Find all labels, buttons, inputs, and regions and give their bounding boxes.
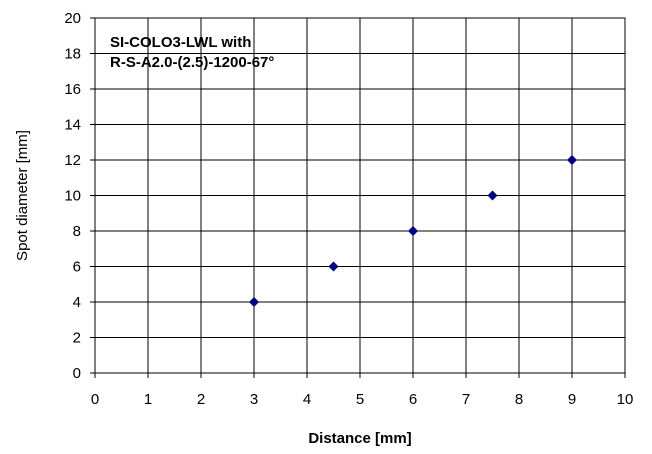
- y-tick-label: 20: [64, 10, 81, 27]
- y-tick-label: 14: [64, 117, 81, 134]
- x-tick-label: 3: [250, 391, 258, 408]
- data-points: [249, 155, 577, 307]
- y-tick-label: 6: [73, 259, 81, 276]
- y-tick-label: 2: [73, 330, 81, 347]
- x-tick-label: 0: [91, 391, 99, 408]
- data-point: [487, 190, 498, 201]
- x-tick-label: 4: [303, 391, 311, 408]
- x-tick-label: 10: [617, 391, 634, 408]
- y-tick-label: 8: [73, 223, 81, 240]
- data-point: [408, 226, 418, 236]
- data-point: [328, 261, 339, 272]
- x-tick-label: 1: [144, 391, 152, 408]
- y-axis-label: Spot diameter [mm]: [14, 130, 31, 261]
- x-tick-label: 5: [356, 391, 364, 408]
- x-tick-label: 2: [197, 391, 205, 408]
- y-tick-label: 18: [64, 46, 81, 63]
- annotation-line-1: SI-COLO3-LWL with: [110, 34, 251, 51]
- x-tick-label: 7: [462, 391, 470, 408]
- grid-lines: [94, 17, 626, 374]
- x-tick-label: 6: [409, 391, 417, 408]
- y-tick-label: 0: [73, 365, 81, 382]
- data-point: [567, 155, 577, 165]
- x-axis-label: Distance [mm]: [308, 430, 411, 447]
- x-tick-label: 9: [568, 391, 576, 408]
- y-tick-label: 12: [64, 152, 81, 169]
- annotation-line-2: R-S-A2.0-(2.5)-1200-67°: [110, 54, 274, 71]
- x-tick-label: 8: [515, 391, 523, 408]
- data-point: [249, 297, 259, 307]
- y-tick-label: 10: [64, 188, 81, 205]
- y-tick-label: 4: [73, 294, 81, 311]
- y-tick-label: 16: [64, 81, 81, 98]
